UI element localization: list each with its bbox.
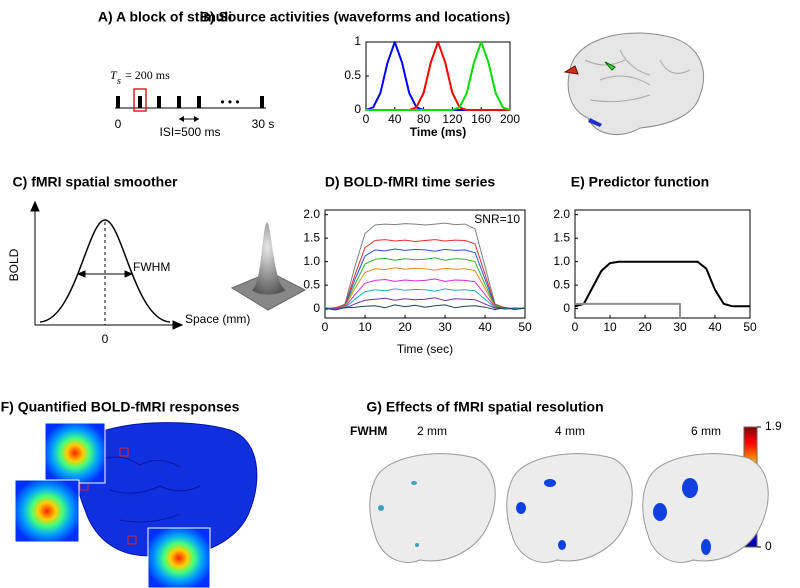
y-tick-label: 0.5: [303, 277, 320, 291]
series-line: [324, 304, 526, 311]
y-tick-label: 0: [563, 301, 570, 315]
activation-map: [14, 422, 258, 588]
symbol: T: [110, 68, 118, 82]
timing-text: = 200 ms: [125, 68, 170, 82]
start-label: 0: [115, 117, 122, 131]
chart-title: E) Predictor function: [571, 174, 709, 190]
series-line: [324, 257, 526, 310]
x-tick-label: 80: [417, 112, 431, 126]
column-label: 4 mm: [555, 424, 585, 438]
series-line: [324, 222, 526, 310]
plot-frame: [574, 209, 751, 319]
smoother-diagram: [30, 200, 307, 330]
brain-row: [369, 453, 769, 563]
end-label: 30 s: [252, 117, 275, 131]
series-line: [365, 41, 510, 111]
y-tick-label: 1.5: [303, 230, 320, 244]
column-label: 6 mm: [691, 424, 721, 438]
y-tick-label: 1.5: [553, 230, 570, 244]
fwhm-label: FWHM: [133, 260, 170, 274]
x-tick-label: 50: [518, 320, 532, 334]
y-tick-label: 0.5: [344, 68, 361, 82]
panel-title: G) Effects of fMRI spatial resolution: [366, 399, 603, 415]
y-tick-label: 1.0: [303, 254, 320, 268]
series-line: [575, 302, 681, 318]
y-tick-label: 0.5: [553, 277, 570, 291]
y-axis-label: BOLD: [7, 248, 21, 281]
stimulus-timeline: [115, 88, 266, 122]
y-tick-label: 1: [354, 34, 361, 48]
brain-illustration: [563, 32, 705, 136]
x-tick-label: 50: [743, 320, 757, 334]
y-tick-label: 1.0: [553, 254, 570, 268]
chart-title: B) Source activities (waveforms and loca…: [200, 9, 510, 25]
x-tick-label: 160: [471, 112, 491, 126]
x-tick-label: 120: [442, 112, 462, 126]
colorbar-tick-label: 0: [765, 539, 772, 553]
timing-label: Ts = 200 ms: [110, 68, 170, 87]
x-tick-label: 0: [572, 320, 579, 334]
y-tick-label: 0: [313, 301, 320, 315]
panel-title: C) fMRI spatial smoother: [13, 174, 178, 190]
panel-title: F) Quantified BOLD-fMRI responses: [1, 399, 240, 415]
isi-label: ISI=500 ms: [159, 125, 220, 139]
annotation: SNR=10: [474, 212, 520, 226]
series-line: [366, 41, 511, 111]
series-line: [324, 297, 526, 310]
column-label: 2 mm: [417, 424, 447, 438]
x-tick-label: 30: [673, 320, 687, 334]
x-axis-label: Space (mm): [185, 312, 250, 326]
series-line: [324, 278, 526, 310]
x-tick-label: 10: [358, 320, 372, 334]
series-line: [324, 239, 526, 310]
x-tick-label: 20: [638, 320, 652, 334]
series-line: [324, 248, 526, 310]
x-tick-label: 40: [388, 112, 402, 126]
x-axis-label: Time (ms): [410, 125, 466, 139]
x-tick-label: 20: [398, 320, 412, 334]
origin-label: 0: [102, 332, 109, 346]
row-label: FWHM: [350, 424, 387, 438]
y-tick-label: 2.0: [303, 207, 320, 221]
x-tick-label: 0: [322, 320, 329, 334]
x-tick-label: 30: [438, 320, 452, 334]
x-tick-label: 200: [500, 112, 520, 126]
x-tick-label: 40: [708, 320, 722, 334]
x-tick-label: 0: [363, 112, 370, 126]
series-line: [366, 41, 510, 111]
plot-frame: [324, 209, 526, 319]
colorbar-tick-label: 1.9: [765, 419, 782, 433]
y-tick-label: 2.0: [553, 207, 570, 221]
x-tick-label: 40: [478, 320, 492, 334]
chart-title: D) BOLD-fMRI time series: [325, 174, 496, 190]
x-axis-label: Time (sec): [397, 342, 453, 356]
series-line: [324, 288, 526, 310]
series-line: [574, 260, 750, 308]
y-tick-label: 0: [354, 102, 361, 116]
subscript: s: [117, 75, 121, 87]
ellipsis: • • •: [220, 95, 239, 109]
x-tick-label: 10: [603, 320, 617, 334]
series-line: [324, 267, 526, 310]
plot-frame: [365, 41, 511, 111]
panel-title: A) A block of stimuli: [98, 9, 232, 25]
